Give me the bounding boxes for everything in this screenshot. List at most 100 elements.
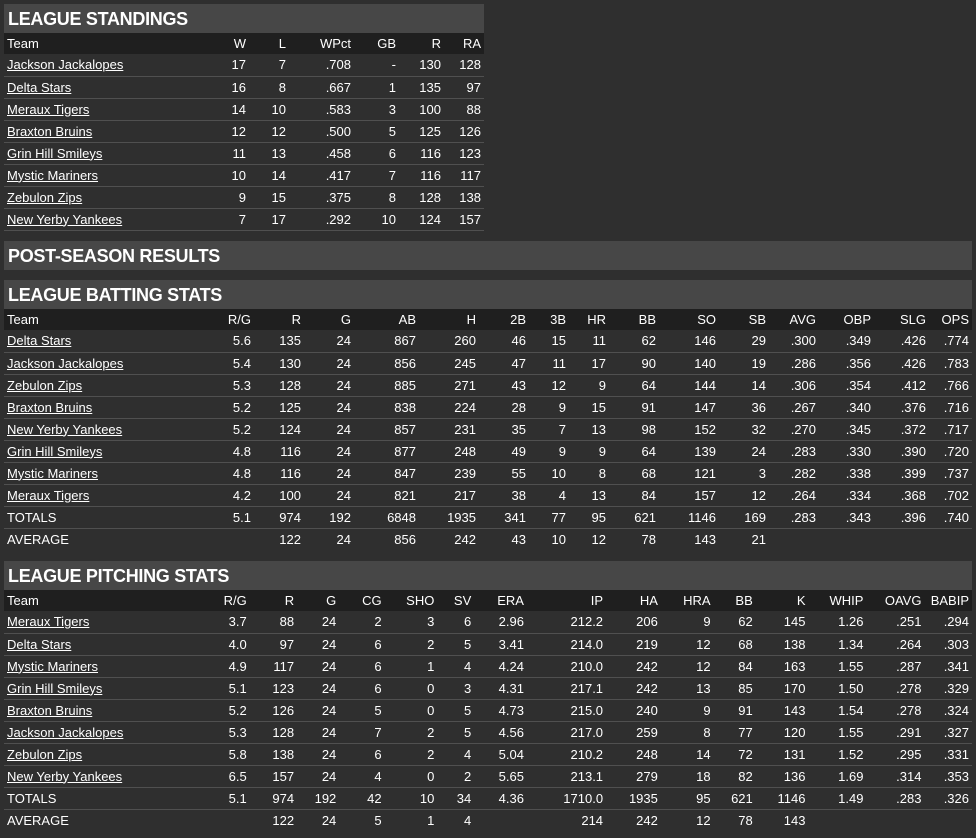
table-row: Delta Stars 16 8.667 1 135 97 [4, 76, 484, 99]
standings-table: Team W L WPct GB R RA Jackson Jackalopes 17 7.70… [4, 33, 484, 231]
team-link[interactable]: Braxton Bruins [7, 702, 93, 718]
team-link[interactable]: Grin Hill Smileys [7, 443, 103, 459]
cell-bb: 64 [609, 374, 659, 397]
team-link[interactable]: New Yerby Yankees [7, 768, 123, 784]
cell-gb: 6 [354, 142, 399, 165]
team-link[interactable]: Jackson Jackalopes [7, 355, 124, 371]
team-link[interactable]: Meraux Tigers [7, 101, 90, 117]
team-link[interactable]: Delta Stars [7, 333, 72, 349]
cell-h: 260 [419, 330, 479, 353]
team-link[interactable]: Braxton Bruins [7, 399, 93, 415]
table-row: Grin Hill Smileys 11 13.458 6 116 123 [4, 142, 484, 165]
team-link[interactable]: New Yerby Yankees [7, 421, 123, 437]
team-link[interactable]: Delta Stars [7, 636, 72, 652]
cell-babip: .329 [924, 677, 972, 700]
cell-team: New Yerby Yankees [4, 765, 142, 788]
cell-slg: .368 [874, 484, 929, 507]
cell-whip: 1.34 [808, 633, 867, 656]
cell-r: 126 [249, 699, 298, 722]
cell-r: 138 [249, 743, 298, 766]
team-link[interactable]: Jackson Jackalopes [7, 57, 124, 73]
cell-ops: .783 [929, 352, 972, 375]
team-link[interactable]: Zebulon Zips [7, 746, 83, 762]
cell-sb: 32 [719, 418, 769, 441]
cell-babip: .326 [924, 787, 972, 810]
cell-w: 14 [187, 98, 249, 121]
table-row: Jackson Jackalopes 5.3 128 24 7 2 5 4.56 217.0 25… [4, 721, 972, 744]
team-link[interactable]: New Yerby Yankees [7, 211, 123, 227]
table-row: Braxton Bruins 5.2 126 24 5 0 5 4.73 215.0 240 9 91… [4, 699, 972, 722]
team-link[interactable]: Meraux Tigers [7, 614, 90, 630]
cell-l: 10 [249, 98, 289, 121]
cell-r: 125 [254, 396, 304, 419]
column-header-ha: HA [606, 590, 661, 611]
cell-wpct: .292 [289, 208, 354, 231]
cell-sv: 5 [437, 699, 475, 722]
table-row: Meraux Tigers 3.7 88 24 2 3 6 2.96 212.2 206 9 62 14… [4, 611, 972, 634]
cell-w: 17 [187, 54, 249, 77]
table-row: New Yerby Yankees 5.2 124 24 857 231 35 7 13 98 15… [4, 418, 972, 441]
cell-r: 100 [254, 484, 304, 507]
cell-whip: 1.50 [808, 677, 867, 700]
cell-bb: 77 [713, 721, 756, 744]
cell-slg: .372 [874, 418, 929, 441]
cell-ip: 210.0 [526, 655, 607, 678]
cell-h: 231 [419, 418, 479, 441]
team-link[interactable]: Mystic Mariners [7, 658, 99, 674]
team-link[interactable]: Zebulon Zips [7, 189, 83, 205]
team-link[interactable]: Mystic Mariners [7, 465, 99, 481]
cell-gb: 1 [354, 76, 399, 99]
cell-3b: 11 [529, 352, 569, 375]
cell-whip: 1.55 [808, 655, 867, 678]
cell-w: 12 [187, 120, 249, 143]
cell-r-g [141, 809, 250, 831]
team-link[interactable]: Grin Hill Smileys [7, 680, 103, 696]
team-link[interactable]: Braxton Bruins [7, 123, 93, 139]
cell-ha: 242 [606, 809, 661, 831]
cell-hr: 15 [569, 396, 609, 419]
cell-whip: 1.52 [808, 743, 867, 766]
cell-r-g: 5.2 [154, 396, 254, 419]
cell-slg: .426 [874, 352, 929, 375]
cell-ab: 847 [354, 462, 419, 485]
cell-team: New Yerby Yankees [4, 418, 154, 441]
cell-team: Zebulon Zips [4, 186, 187, 209]
cell-h: 271 [419, 374, 479, 397]
team-link[interactable]: Grin Hill Smileys [7, 145, 103, 161]
cell-oavg: .287 [866, 655, 925, 678]
cell-obp: .330 [819, 440, 874, 463]
cell-team: Delta Stars [4, 633, 142, 656]
cell-cg: 5 [339, 699, 385, 722]
table-row: New Yerby Yankees 6.5 157 24 4 0 2 5.65 213.1 279… [4, 765, 972, 788]
cell-g: 192 [304, 506, 354, 529]
team-link[interactable]: Jackson Jackalopes [7, 724, 124, 740]
cell-3b: 9 [529, 440, 569, 463]
standings-title: LEAGUE STANDINGS [4, 4, 484, 33]
cell-ra: 117 [444, 164, 484, 187]
table-row: Zebulon Zips 5.3 128 24 885 271 43 12 9 64 144 14.3… [4, 374, 972, 397]
cell-r: 128 [254, 374, 304, 397]
cell-era: 4.56 [474, 721, 527, 744]
column-header-g: G [297, 590, 340, 611]
cell-ops: .766 [929, 374, 972, 397]
cell-wpct: .417 [289, 164, 354, 187]
team-link[interactable]: Mystic Mariners [7, 167, 99, 183]
cell-bb: 68 [713, 633, 756, 656]
team-link[interactable]: Delta Stars [7, 79, 72, 95]
cell-sho: 0 [384, 677, 438, 700]
cell-wpct: .500 [289, 120, 354, 143]
cell-so: 144 [659, 374, 719, 397]
team-link[interactable]: Meraux Tigers [7, 487, 90, 503]
cell-slg: .426 [874, 330, 929, 353]
cell-cg: 6 [339, 655, 385, 678]
cell-team: Delta Stars [4, 76, 187, 99]
cell-team: Meraux Tigers [4, 484, 154, 507]
team-link[interactable]: Zebulon Zips [7, 377, 83, 393]
cell-k: 143 [755, 809, 809, 831]
cell-era: 4.24 [474, 655, 527, 678]
cell-ab: 867 [354, 330, 419, 353]
cell-slg: .399 [874, 462, 929, 485]
cell-bb: 78 [713, 809, 756, 831]
cell-team: TOTALS [4, 787, 142, 810]
cell-r: 116 [254, 462, 304, 485]
